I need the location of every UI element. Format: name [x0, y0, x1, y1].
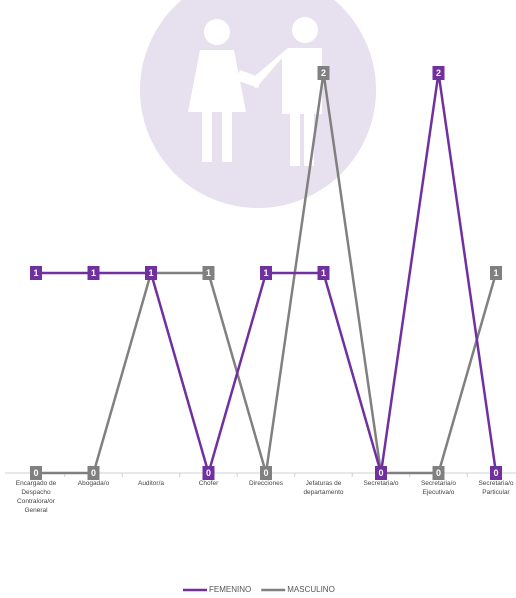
data-label-text: 1 [91, 268, 96, 278]
data-label-box [30, 266, 42, 280]
data-label-box [432, 66, 445, 80]
data-label: 1 [202, 266, 215, 280]
legend-label: FEMENINO [209, 585, 251, 594]
data-label-box [317, 266, 330, 280]
data-label-box [30, 466, 42, 480]
data-label-box [145, 266, 157, 280]
data-label: 0 [260, 466, 272, 480]
data-label: 1 [30, 266, 42, 280]
data-label-box [87, 466, 100, 480]
data-label: 1 [490, 266, 502, 280]
data-label-text: 0 [33, 468, 38, 478]
data-label: 1 [87, 266, 100, 280]
data-label: 2 [317, 66, 330, 80]
data-label: 0 [432, 466, 445, 480]
data-label: 1 [260, 266, 272, 280]
x-tick-label: Direcciones [249, 480, 283, 487]
data-label-text: 0 [91, 468, 96, 478]
data-label-text: 1 [206, 268, 211, 278]
x-tick-label: Encargado de Despacho Contralora/or Gene… [15, 480, 57, 514]
data-label-box [260, 266, 272, 280]
data-label: 0 [375, 466, 387, 480]
data-label-text: 0 [378, 468, 383, 478]
data-label-box [202, 266, 215, 280]
x-tick-label: Secretaria/o Particular [478, 480, 514, 496]
data-label-box [490, 266, 502, 280]
data-label: 0 [490, 466, 502, 480]
data-label-text: 0 [436, 468, 441, 478]
data-label-text: 0 [493, 468, 498, 478]
data-label: 1 [317, 266, 330, 280]
x-tick-label: Abogada/o [77, 480, 110, 487]
x-tick-label: Jefaturas de departamento [303, 480, 344, 496]
data-label-text: 1 [263, 268, 268, 278]
data-label-box [317, 66, 330, 80]
data-label-box [260, 466, 272, 480]
data-label-text: 0 [206, 468, 211, 478]
legend-label: MASCULINO [287, 585, 335, 594]
data-label: 0 [30, 466, 42, 480]
data-label-box [202, 466, 215, 480]
watermark [140, 0, 376, 208]
data-label: 0 [202, 466, 215, 480]
data-label-text: 1 [321, 268, 326, 278]
data-label: 2 [432, 66, 445, 80]
data-label-text: 0 [263, 468, 268, 478]
data-label-text: 2 [321, 68, 326, 78]
x-tick-label: Secretaria/o [363, 480, 399, 487]
data-label-box [432, 466, 445, 480]
data-label: 0 [87, 466, 100, 480]
data-label-text: 1 [493, 268, 498, 278]
x-tick-label: Auditor/a [137, 480, 165, 487]
data-label-text: 1 [148, 268, 153, 278]
x-tick-label: Secretaria/o Ejecutiva/o [420, 480, 457, 496]
data-label-text: 1 [33, 268, 38, 278]
data-label-box [375, 466, 387, 480]
data-label-box [490, 466, 502, 480]
data-label-box [87, 266, 100, 280]
x-tick-label: Chofer [198, 480, 219, 487]
data-label-text: 2 [436, 68, 441, 78]
data-label: 1 [145, 266, 157, 280]
